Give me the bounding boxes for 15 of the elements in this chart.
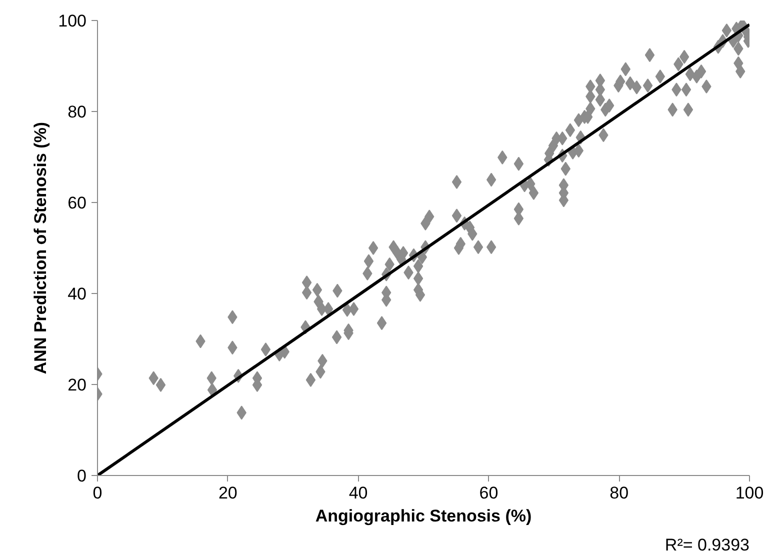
x-tick-label: 20: [218, 484, 238, 502]
text: R²= 0.9393: [664, 536, 750, 554]
y-tick-label: 80: [68, 102, 87, 122]
x-tick-label: 40: [348, 484, 368, 502]
y-tick-label: 60: [68, 194, 87, 212]
y-tick-label: 20: [68, 376, 87, 394]
x-tick-label: 60: [479, 484, 498, 502]
x-tick-label: 80: [610, 484, 629, 502]
y-tick-label: 100: [58, 12, 87, 30]
x-axis-title: Angiographic Stenosis (%): [315, 506, 532, 526]
x-tick-label: 0: [92, 484, 102, 502]
y-axis-title: ANN Prediction of Stenosis (%): [31, 122, 50, 374]
y-tick-label: 40: [68, 284, 87, 304]
y-tick-label: 0: [77, 466, 87, 486]
x-tick-label: 100: [735, 484, 764, 502]
